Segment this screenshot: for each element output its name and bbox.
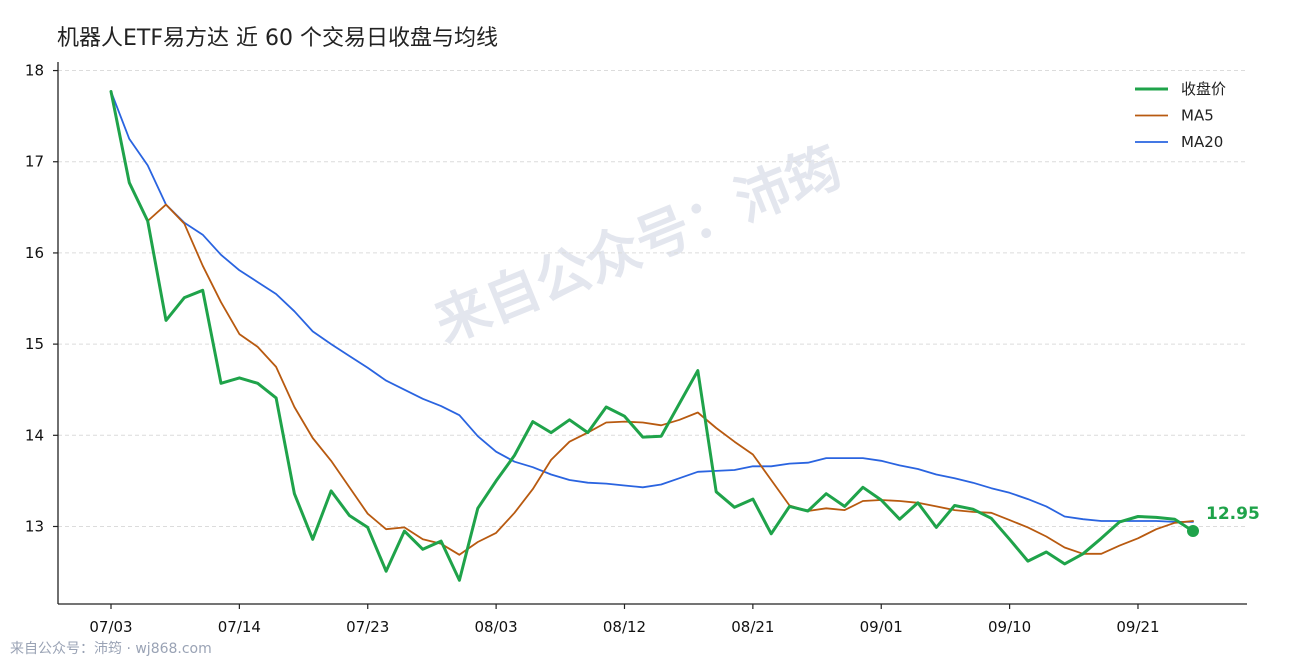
series-layer: 12.95 (109, 90, 1260, 582)
y-tick-label: 16 (25, 244, 44, 262)
series-line-2 (110, 90, 1194, 523)
chart-title: 机器人ETF易方达 近 60 个交易日收盘与均线 (57, 26, 498, 51)
y-tick-label: 15 (25, 335, 44, 353)
series-line-1 (110, 90, 1194, 556)
x-tick-label: 08/12 (603, 618, 646, 636)
x-tick-label: 09/10 (988, 618, 1031, 636)
x-tick-label: 07/03 (89, 618, 132, 636)
watermark: 来自公众号：沛筠 (426, 135, 850, 355)
y-tick-label: 18 (25, 62, 44, 80)
last-close-label: 12.95 (1206, 504, 1260, 524)
y-tick-label: 14 (25, 426, 44, 444)
x-tick-label: 07/23 (346, 618, 389, 636)
legend-label-2: MA20 (1181, 133, 1223, 151)
grid-layer (58, 70, 1247, 527)
x-tick-label: 09/21 (1116, 618, 1159, 636)
x-tick-label: 08/21 (731, 618, 774, 636)
y-tick-label: 13 (25, 517, 44, 535)
legend-label-1: MA5 (1181, 107, 1214, 125)
x-tick-label: 08/03 (475, 618, 518, 636)
x-tick-label: 09/01 (860, 618, 903, 636)
x-tick-label: 07/14 (218, 618, 261, 636)
footer-source: 来自公众号：沛筠 · wj868.com (10, 640, 212, 657)
last-close-marker (1187, 525, 1199, 538)
legend-label-0: 收盘价 (1181, 80, 1226, 98)
axes-layer: 13 14 15 16 17 18 07/03 07/14 07/23 08/03 08/12 08/… (25, 62, 1247, 636)
y-tick-label: 17 (25, 153, 44, 171)
series-line-0 (109, 90, 1195, 582)
legend: 收盘价 MA5 MA20 (1135, 80, 1226, 151)
